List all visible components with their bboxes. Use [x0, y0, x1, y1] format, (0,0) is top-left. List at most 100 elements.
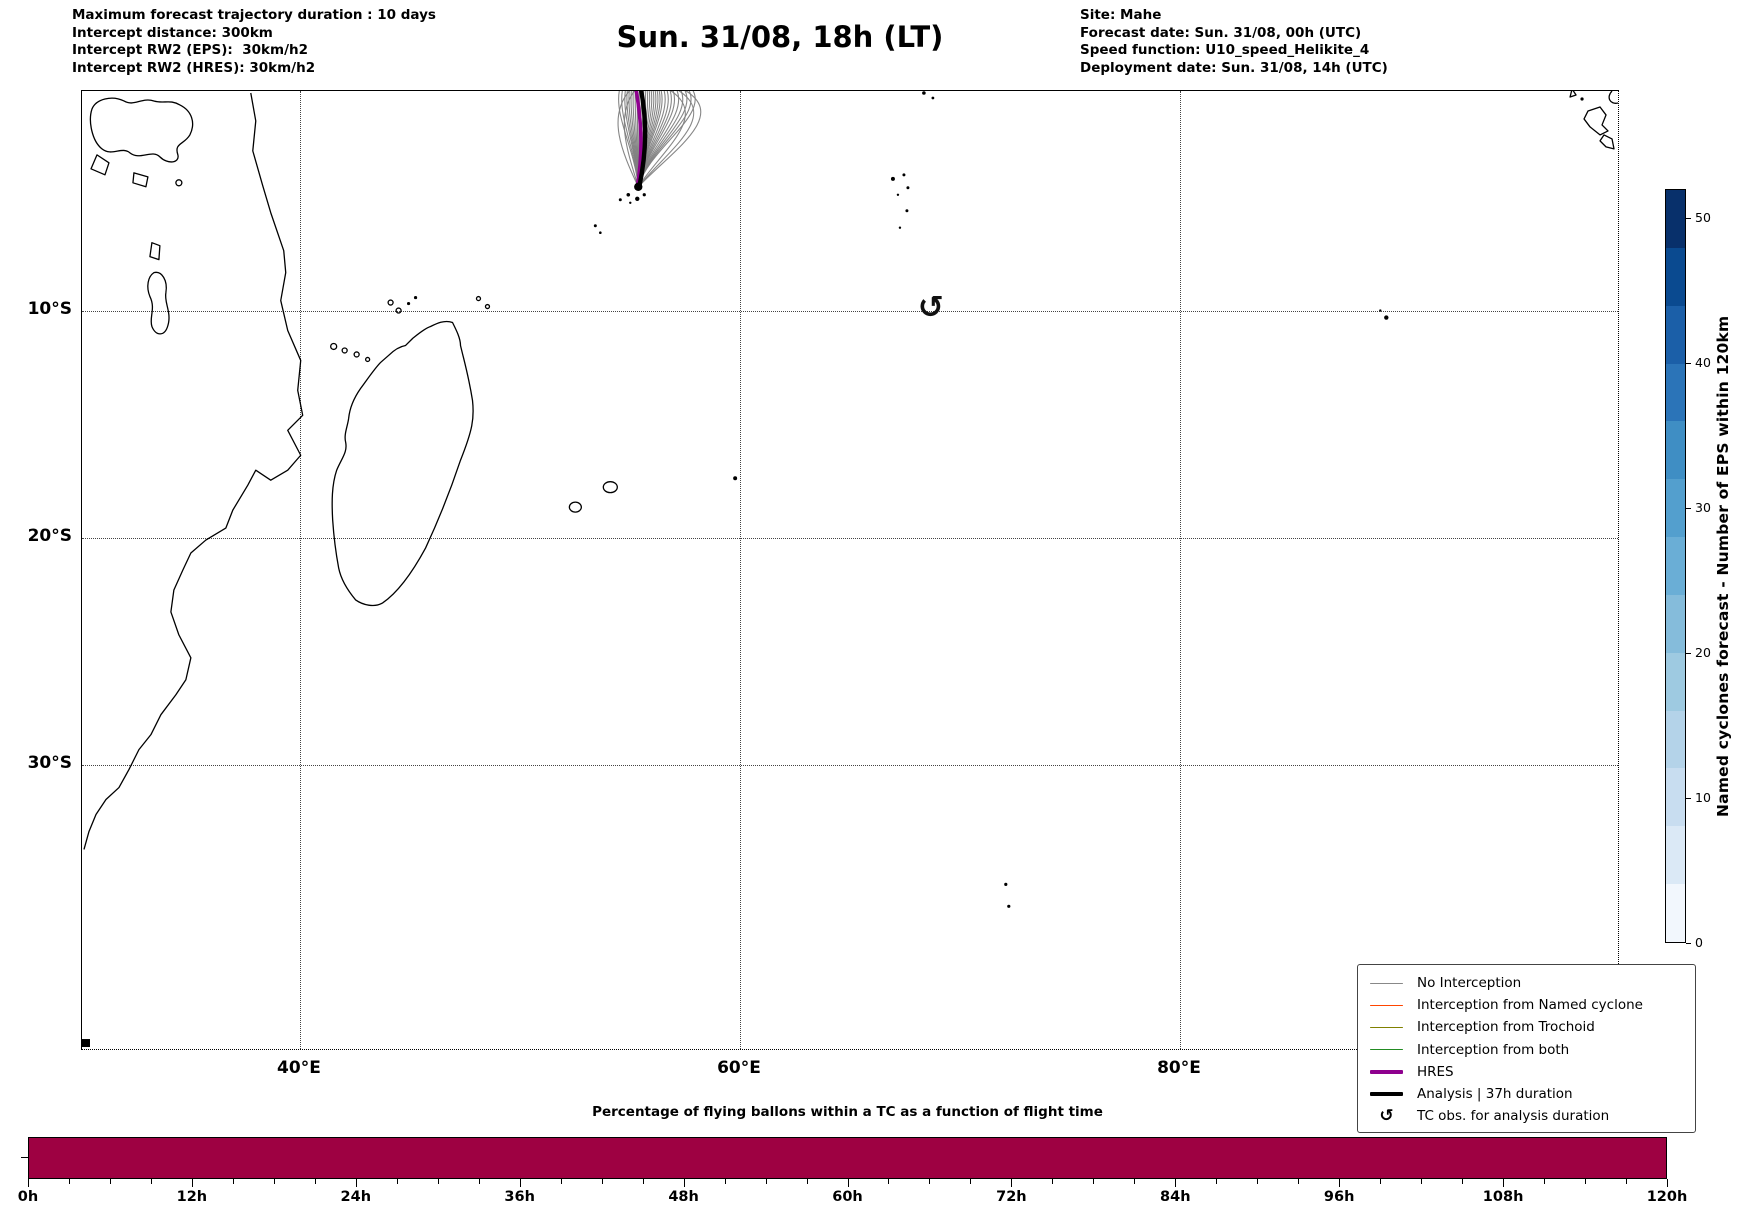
colorbar-segment — [1666, 594, 1685, 653]
header-left-block: Maximum forecast trajectory duration : 1… — [72, 7, 436, 77]
x-major-tick — [28, 1179, 29, 1187]
flight-time-tick-label: 120h — [1646, 1189, 1688, 1205]
x-tick-label: 80°E — [1157, 1058, 1201, 1078]
x-minor-tick — [601, 1179, 603, 1184]
colorbar-tick — [1686, 943, 1691, 944]
flight-time-tick-label: 48h — [668, 1189, 699, 1205]
legend-item-label: Analysis | 37h duration — [1417, 1086, 1573, 1103]
bottom-chart-y-tick — [21, 1157, 28, 1158]
site-text: Site: Mahe — [1080, 7, 1162, 23]
x-minor-tick — [1626, 1179, 1628, 1184]
x-minor-tick — [314, 1179, 316, 1184]
intercept-distance-text: Intercept distance: 300km — [72, 24, 273, 41]
colorbar-segment — [1666, 768, 1685, 827]
tc-rotation-icon: ↺ — [1379, 1105, 1394, 1126]
legend-item: Analysis | 37h duration — [1370, 1083, 1695, 1105]
map-canvas: ↺ — [82, 91, 1618, 1048]
colorbar-segment — [1666, 884, 1685, 942]
page-title: Sun. 31/08, 18h (LT) — [616, 20, 944, 54]
flight-time-tick-label: 84h — [1160, 1189, 1191, 1205]
gridline-20°S — [82, 537, 1618, 539]
header-right-block: Site: Mahe Forecast date: Sun. 31/08, 00… — [1080, 7, 1388, 77]
colorbar-tick-label: 30 — [1695, 500, 1711, 515]
y-tick-label: 20°S — [27, 525, 72, 546]
x-minor-tick — [1380, 1179, 1382, 1184]
x-minor-tick — [396, 1179, 398, 1184]
colorbar-tick-label: 0 — [1695, 935, 1703, 950]
legend-item-label: No Interception — [1417, 975, 1522, 992]
colorbar-segment — [1666, 421, 1685, 480]
colorbar-tick — [1686, 653, 1691, 654]
colorbar-segment — [1666, 537, 1685, 595]
x-minor-tick — [1298, 1179, 1300, 1184]
trajectory-ensemble — [617, 91, 702, 204]
colorbar-tick — [1686, 798, 1691, 799]
colorbar-segment — [1666, 190, 1685, 248]
colorbar — [1665, 189, 1686, 943]
colorbar-segment — [1666, 363, 1685, 422]
legend-line-swatch — [1370, 1004, 1403, 1006]
colorbar-tick-label: 40 — [1695, 355, 1711, 370]
x-major-tick — [191, 1179, 193, 1187]
flight-time-tick-label: 36h — [504, 1189, 535, 1205]
flight-time-tick-label: 60h — [832, 1189, 863, 1205]
y-tick-label: 10°S — [27, 299, 72, 320]
x-minor-tick — [150, 1179, 152, 1184]
x-minor-tick — [1093, 1179, 1095, 1184]
tc-rotation-icon: ↺ — [918, 290, 944, 326]
x-minor-tick — [724, 1179, 726, 1184]
legend-item-label: HRES — [1417, 1063, 1454, 1080]
legend-line-swatch — [1370, 1026, 1403, 1028]
x-major-tick — [519, 1179, 521, 1187]
flight-time-tick-label: 108h — [1482, 1189, 1524, 1205]
x-minor-tick — [109, 1179, 111, 1184]
x-major-tick — [1175, 1179, 1177, 1187]
map-panel: ↺ No Interception Interception from Named… — [81, 90, 1696, 1133]
forecast-date-text: Forecast date: Sun. 31/08, 00h (UTC) — [1080, 24, 1362, 41]
map-legend: No Interception Interception from Named c… — [1357, 964, 1696, 1133]
legend-item-label: TC obs. for analysis duration — [1417, 1108, 1610, 1125]
legend-item: HRES — [1370, 1061, 1695, 1083]
flight-time-tick-label: 24h — [340, 1189, 372, 1205]
x-major-tick — [683, 1179, 685, 1187]
x-minor-tick — [929, 1179, 931, 1184]
flight-time-bar — [28, 1137, 1667, 1179]
colorbar-tick-label: 50 — [1695, 210, 1711, 225]
legend-item-label: Interception from Trochoid — [1417, 1019, 1595, 1036]
colorbar-segment — [1666, 305, 1685, 364]
small-islands — [82, 91, 1584, 1048]
x-major-tick — [847, 1179, 849, 1187]
gridline-40°E — [299, 91, 301, 1049]
coastlines — [83, 91, 1618, 850]
x-tick-label: 40°E — [277, 1058, 321, 1078]
legend-item: Interception from both — [1370, 1039, 1695, 1061]
colorbar-label: Named cyclones forecast - Number of EPS … — [1714, 315, 1732, 817]
x-tick-label: 60°E — [717, 1058, 761, 1078]
x-minor-tick — [1544, 1179, 1546, 1184]
x-minor-tick — [765, 1179, 767, 1184]
flight-time-tick-label: 0h — [17, 1189, 39, 1205]
legend-item: ↺ TC obs. for analysis duration — [1370, 1105, 1695, 1127]
x-minor-tick — [1462, 1179, 1464, 1184]
max-duration-text: Maximum forecast trajectory duration : 1… — [72, 7, 436, 23]
legend-line-swatch — [1370, 1092, 1403, 1097]
legend-line-swatch — [1370, 1069, 1403, 1074]
bottom-chart-title: Percentage of flying ballons within a TC… — [592, 1104, 1103, 1120]
colorbar-segment — [1666, 826, 1685, 885]
legend-item: Interception from Named cyclone — [1370, 994, 1695, 1016]
x-minor-tick — [1257, 1179, 1259, 1184]
x-minor-tick — [232, 1179, 234, 1184]
x-minor-tick — [1052, 1179, 1054, 1184]
y-tick-label: 30°S — [27, 753, 72, 774]
gridline-60°E — [739, 91, 741, 1049]
deployment-date-text: Deployment date: Sun. 31/08, 14h (UTC) — [1080, 59, 1388, 76]
colorbar-segment — [1666, 479, 1685, 538]
x-minor-tick — [437, 1179, 439, 1184]
x-minor-tick — [888, 1179, 890, 1184]
gridline-80°E — [1179, 91, 1181, 1049]
flight-time-tick-label: 96h — [1323, 1189, 1355, 1205]
colorbar-segment — [1666, 247, 1685, 306]
intercept-rw2-hres-text: Intercept RW2 (HRES): 30km/h2 — [72, 59, 316, 76]
x-major-tick — [1503, 1179, 1505, 1187]
